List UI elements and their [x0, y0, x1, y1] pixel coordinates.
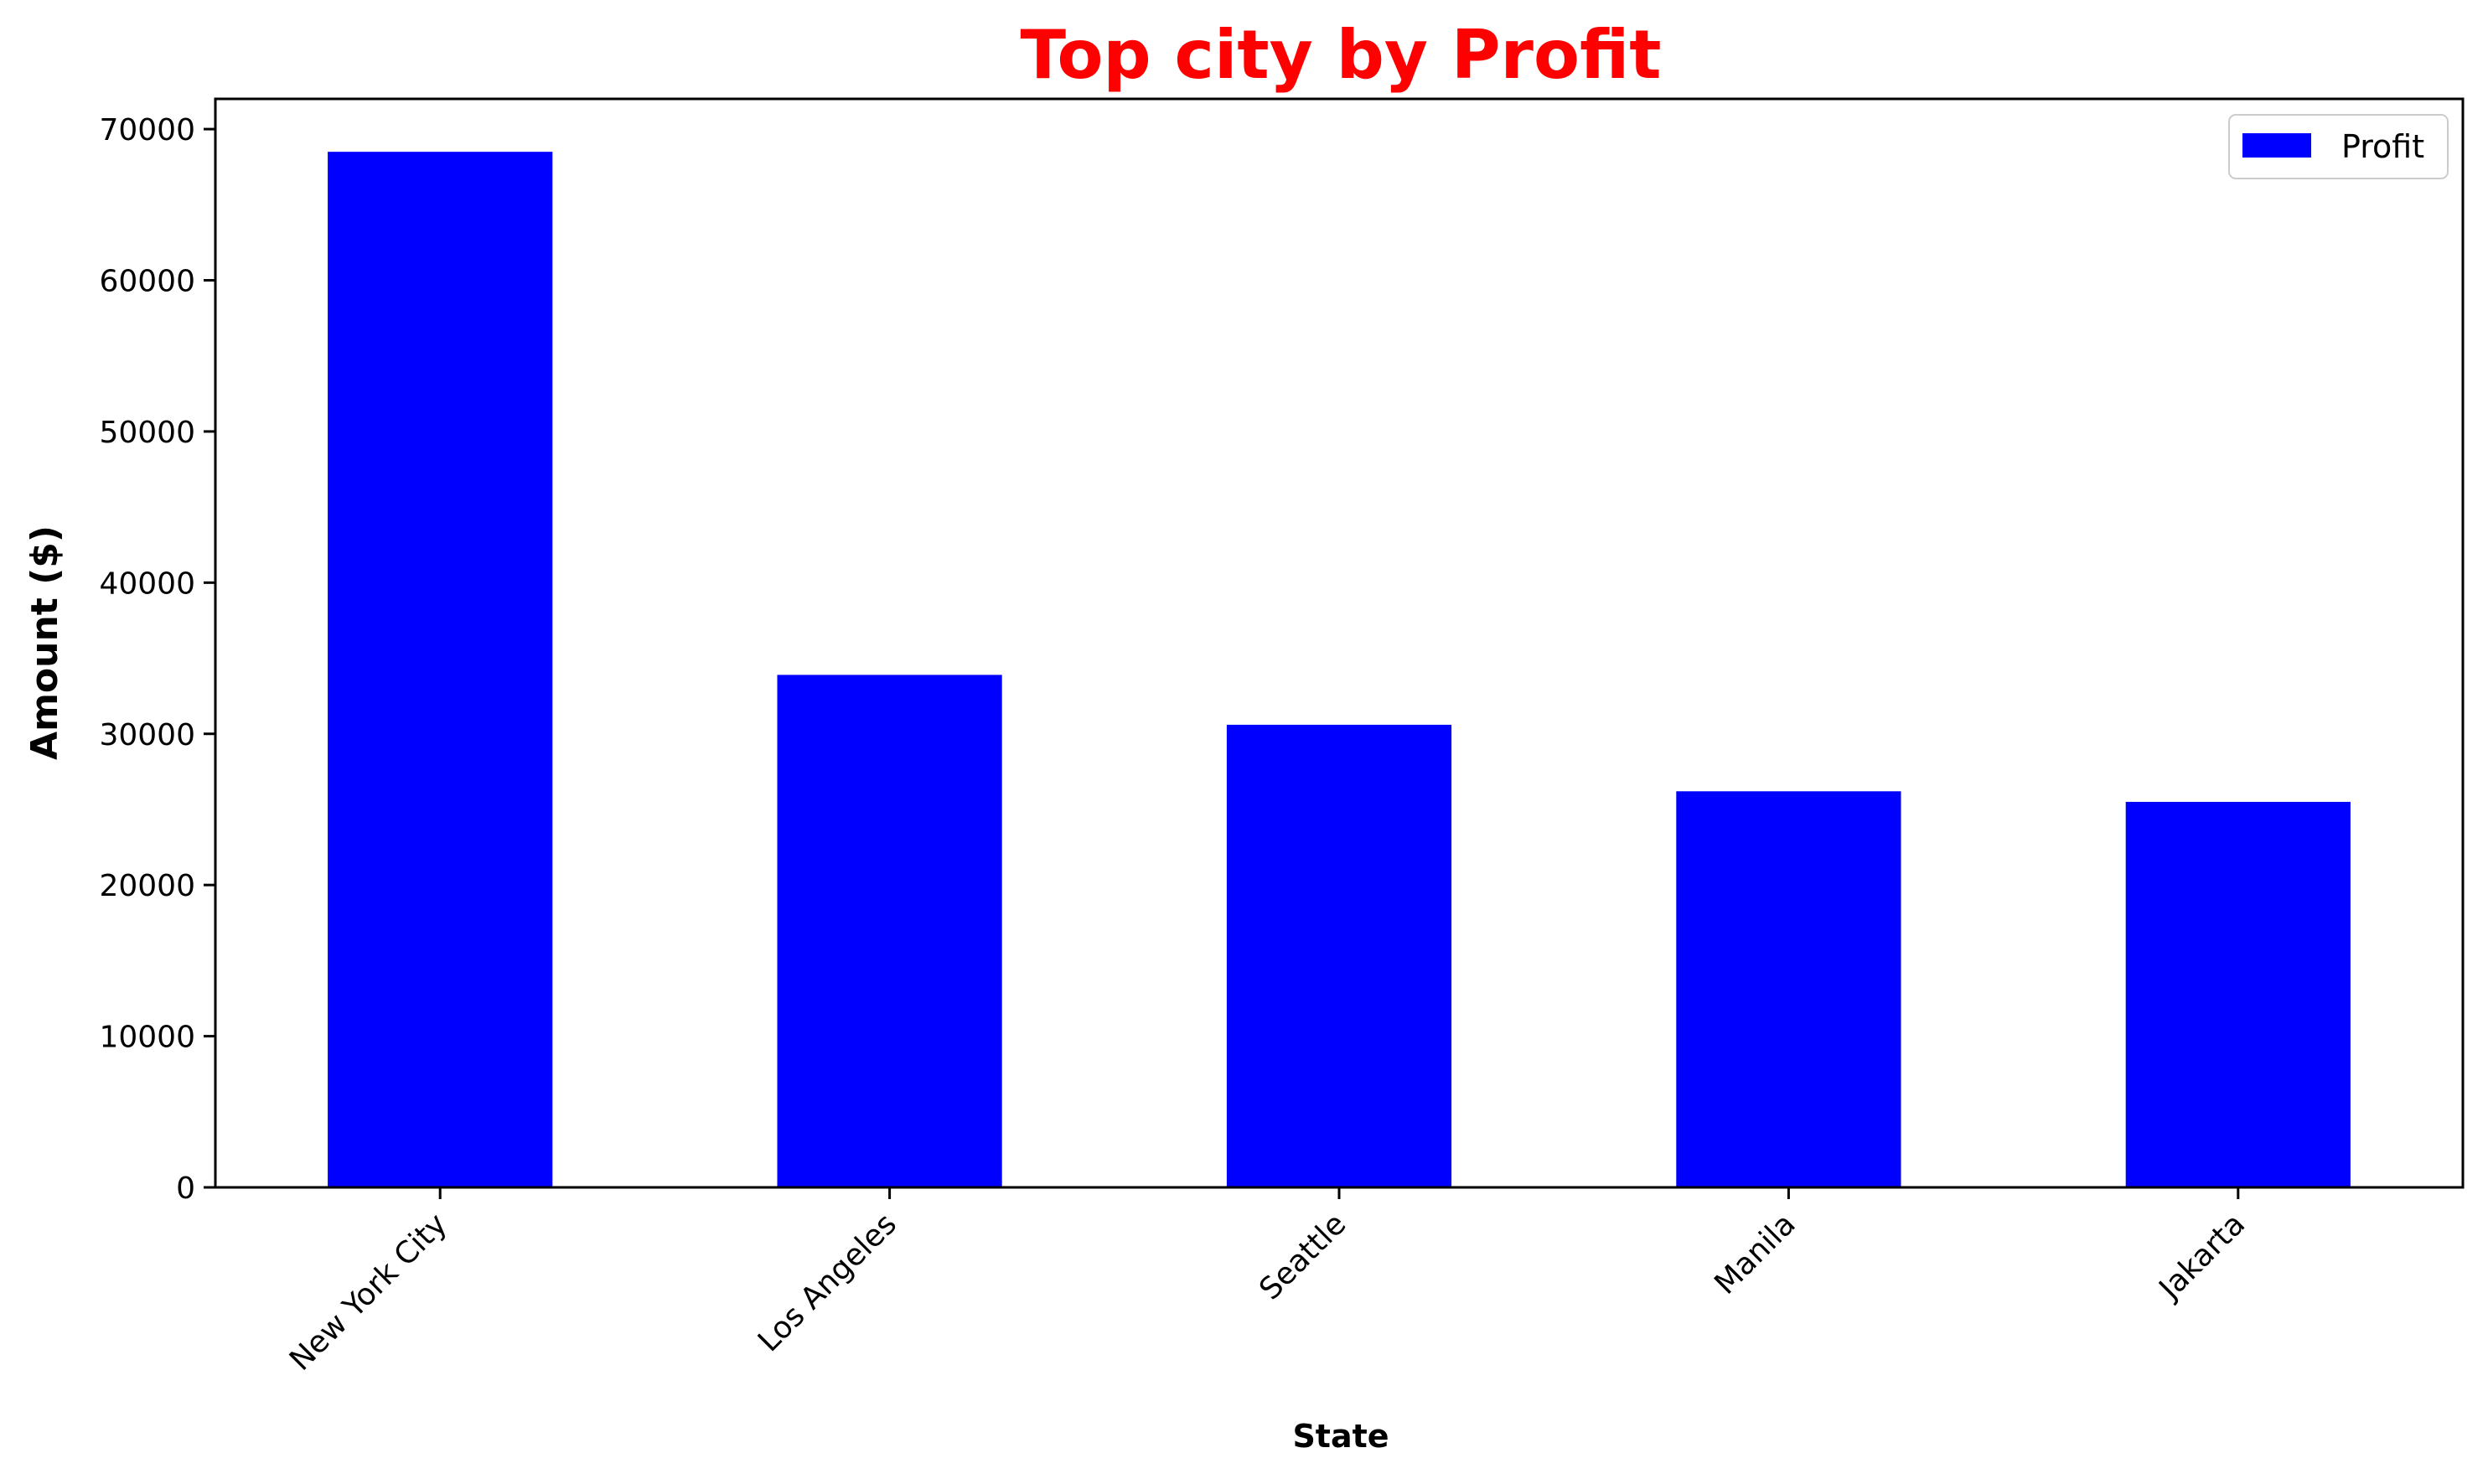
bar-4 [2125, 801, 2351, 1187]
y-tick-label-4: 40000 [99, 566, 195, 601]
y-tick-label-6: 60000 [99, 265, 195, 299]
bar-3 [1676, 791, 1901, 1187]
y-tick-label-0: 0 [176, 1171, 195, 1206]
x-axis-label: State [1292, 1418, 1389, 1455]
y-tick-label-7: 70000 [99, 113, 195, 147]
legend: Profit [2228, 114, 2449, 179]
bars-layer [328, 152, 2351, 1187]
y-tick-label-3: 30000 [99, 718, 195, 752]
chart-title: Top city by Profit [1021, 16, 1662, 94]
y-axis-label: Amount ($) [23, 525, 66, 760]
bar-0 [328, 152, 553, 1187]
legend-label-profit: Profit [2341, 128, 2424, 165]
y-tick-label-2: 20000 [99, 869, 195, 903]
y-tick-label-5: 50000 [99, 416, 195, 450]
plot-area-frame [214, 97, 2465, 1189]
legend-frame [2228, 114, 2449, 179]
y-tick-label-1: 10000 [99, 1021, 195, 1055]
bar-1 [777, 675, 1002, 1187]
bar-2 [1226, 724, 1452, 1187]
legend-swatch-profit [2242, 133, 2311, 158]
